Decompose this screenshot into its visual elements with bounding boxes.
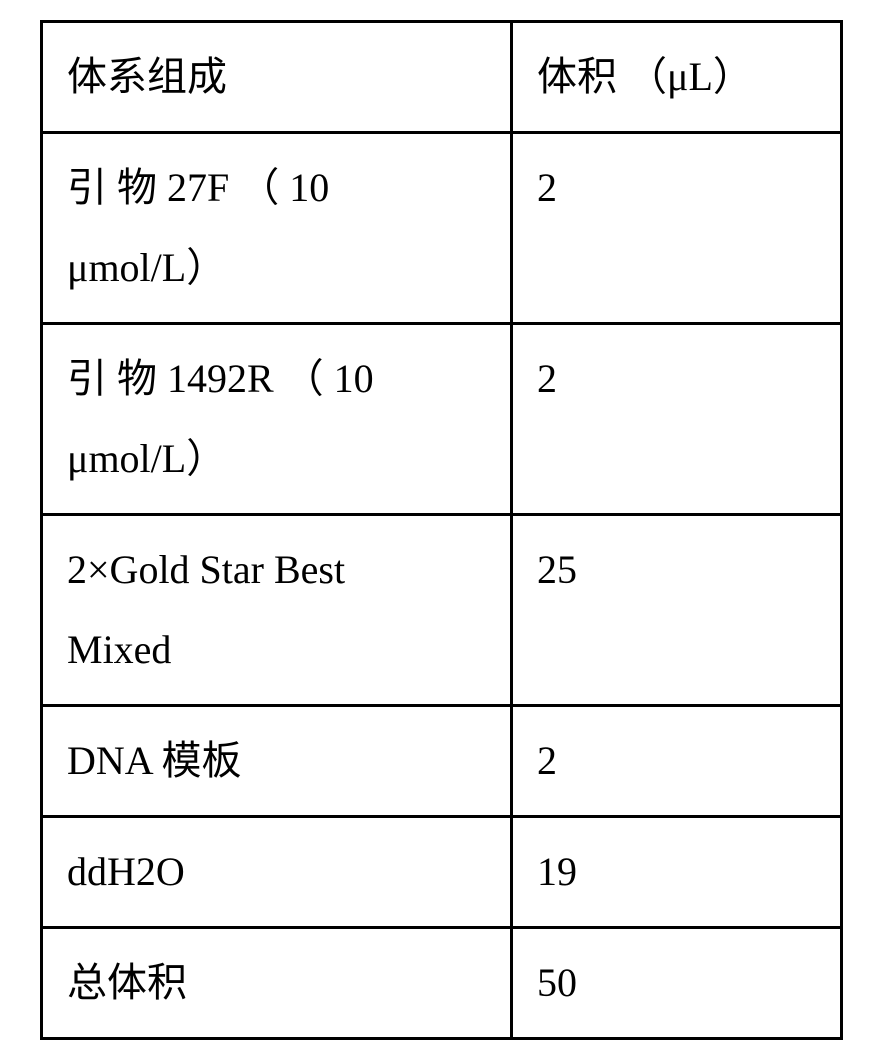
table-row: 总体积 50 bbox=[42, 928, 842, 1039]
cell-line: μmol/L） bbox=[67, 228, 492, 308]
cell-component: 总体积 bbox=[42, 928, 512, 1039]
cell-line: 2×Gold Star Best bbox=[67, 530, 492, 610]
table-row: 引 物 1492R （ 10 μmol/L） 2 bbox=[42, 324, 842, 515]
table-header-row: 体系组成 体积 （μL） bbox=[42, 22, 842, 133]
table-row: DNA 模板 2 bbox=[42, 706, 842, 817]
pcr-reaction-table: 体系组成 体积 （μL） 引 物 27F （ 10 μmol/L） 2 引 物 … bbox=[40, 20, 843, 1040]
table-row: 引 物 27F （ 10 μmol/L） 2 bbox=[42, 133, 842, 324]
cell-volume: 25 bbox=[512, 515, 842, 706]
cell-line: 总体积 bbox=[67, 943, 492, 1023]
table-row: ddH2O 19 bbox=[42, 817, 842, 928]
cell-volume: 2 bbox=[512, 324, 842, 515]
cell-line: Mixed bbox=[67, 610, 492, 690]
cell-line: 引 物 27F （ 10 bbox=[67, 148, 492, 228]
cell-volume: 50 bbox=[512, 928, 842, 1039]
cell-component: DNA 模板 bbox=[42, 706, 512, 817]
cell-component: 2×Gold Star Best Mixed bbox=[42, 515, 512, 706]
header-component: 体系组成 bbox=[42, 22, 512, 133]
cell-line: DNA 模板 bbox=[67, 721, 492, 801]
cell-line: μmol/L） bbox=[67, 419, 492, 499]
cell-component: 引 物 27F （ 10 μmol/L） bbox=[42, 133, 512, 324]
cell-volume: 2 bbox=[512, 133, 842, 324]
table-row: 2×Gold Star Best Mixed 25 bbox=[42, 515, 842, 706]
header-volume: 体积 （μL） bbox=[512, 22, 842, 133]
cell-component: 引 物 1492R （ 10 μmol/L） bbox=[42, 324, 512, 515]
cell-line: 引 物 1492R （ 10 bbox=[67, 339, 492, 419]
cell-volume: 19 bbox=[512, 817, 842, 928]
page: 体系组成 体积 （μL） 引 物 27F （ 10 μmol/L） 2 引 物 … bbox=[0, 0, 877, 1000]
cell-volume: 2 bbox=[512, 706, 842, 817]
cell-component: ddH2O bbox=[42, 817, 512, 928]
cell-line: ddH2O bbox=[67, 832, 492, 912]
